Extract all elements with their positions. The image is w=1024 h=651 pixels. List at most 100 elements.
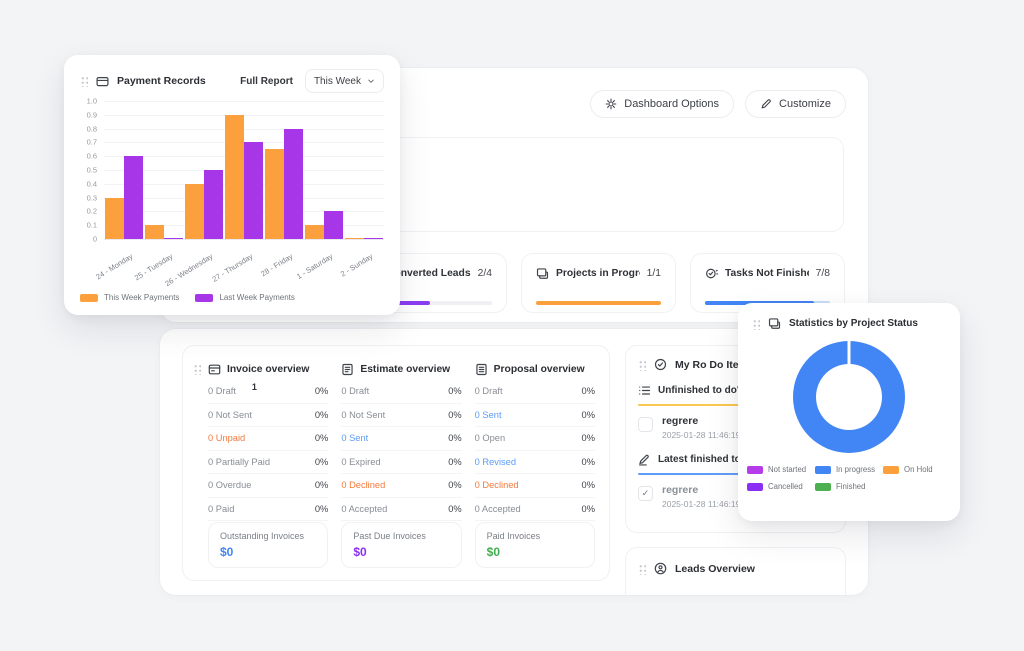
bar-last-week-payments: [364, 237, 383, 239]
overview-row[interactable]: 0 Draft 1 0%: [208, 380, 329, 404]
legend-item[interactable]: Not started: [747, 465, 815, 474]
overview-row-note: 1: [251, 382, 257, 393]
todo-item-date: 2025-01-28 11:46:19: [662, 430, 741, 440]
project-status-legend: Not started In progress On Hold Cancelle…: [747, 465, 951, 491]
gridline: [104, 128, 384, 130]
stat-card-projects-in-progress[interactable]: Projects in Progress 1/1: [521, 253, 676, 313]
overview-column: Invoice overview 0 Draft 1 0% 0 Not Sent …: [208, 358, 329, 521]
overview-row-label: 0 Draft: [341, 386, 370, 397]
overview-row[interactable]: 0 Paid 0%: [208, 498, 329, 521]
estimate-icon: [341, 363, 354, 376]
overview-row-value: 0%: [314, 503, 329, 514]
legend-item[interactable]: In progress: [815, 465, 883, 474]
overview-row[interactable]: 0 Draft 0%: [474, 380, 595, 404]
legend-item[interactable]: Cancelled: [747, 482, 815, 491]
overview-row[interactable]: 0 Overdue 0%: [208, 474, 329, 498]
payment-card-title: Payment Records: [117, 75, 206, 87]
summary-value: $0: [220, 545, 234, 559]
summary-label: Past Due Invoices: [353, 531, 426, 541]
overview-row[interactable]: 0 Draft 0%: [341, 380, 462, 404]
overview-row[interactable]: 0 Not Sent 0%: [208, 404, 329, 427]
bar-group: [144, 101, 184, 239]
overview-row-label: 0 Overdue: [208, 480, 252, 491]
overview-row[interactable]: 0 Revised 0%: [474, 451, 595, 474]
todo-item-text: regrere: [662, 484, 699, 496]
legend-item[interactable]: This Week Payments: [80, 293, 179, 302]
overview-column: Estimate overview 0 Draft 0% 0 Not Sent …: [341, 358, 462, 521]
y-axis-tick: 0.6: [86, 151, 97, 161]
gridline: [104, 101, 384, 102]
stat-card-label: Tasks Not Finished: [725, 268, 809, 279]
overview-row[interactable]: 0 Not Sent 0%: [341, 404, 462, 427]
y-axis-tick: 1.0: [86, 96, 97, 106]
overview-row-label: 0 Unpaid: [208, 433, 246, 444]
overview-row-label: 0 Not Sent: [208, 409, 252, 420]
overview-row-value: 0%: [448, 503, 462, 514]
legend-item[interactable]: On Hold: [883, 465, 951, 474]
date-range-select[interactable]: This Week: [304, 69, 384, 93]
bar-this-week-payments: [305, 225, 324, 239]
overview-row[interactable]: 0 Declined 0%: [341, 474, 462, 498]
y-axis-tick: 0.5: [86, 165, 97, 175]
list-icon: [638, 384, 651, 397]
overview-row[interactable]: 0 Expired 0%: [341, 451, 462, 474]
overview-row-value: 0%: [448, 456, 462, 467]
stat-progress-track: [536, 301, 661, 305]
overview-columns: Invoice overview 0 Draft 1 0% 0 Not Sent …: [208, 358, 595, 521]
overview-row-value: 0%: [581, 480, 595, 491]
drag-handle-icon[interactable]: [752, 317, 760, 330]
overview-row[interactable]: 0 Unpaid 0%: [208, 427, 329, 451]
overview-row[interactable]: 0 Partially Paid 0%: [208, 451, 329, 474]
bar-last-week-payments: [204, 170, 223, 239]
todo-checkbox[interactable]: ✓: [638, 486, 653, 501]
todo-card-header: My Ro Do Items: [638, 358, 833, 371]
overview-row-label: 0 Partially Paid: [208, 456, 271, 467]
overview-row[interactable]: 0 Open 0%: [474, 427, 595, 451]
legend-item[interactable]: Last Week Payments: [195, 293, 295, 302]
proposal-icon: [475, 363, 488, 376]
tasks-icon: [705, 267, 718, 280]
drag-handle-icon[interactable]: [193, 363, 201, 375]
drag-handle-icon[interactable]: [80, 75, 88, 87]
overview-row[interactable]: 0 Sent 0%: [474, 404, 595, 427]
gear-icon: [605, 98, 617, 110]
overview-row-label: 0 Sent: [341, 433, 369, 444]
overview-row-value: 0%: [448, 409, 462, 420]
gridline: [104, 114, 384, 116]
overview-row[interactable]: 0 Sent 0%: [341, 427, 462, 451]
overview-row-label: 0 Not Sent: [341, 409, 386, 420]
stat-card-value: 1/1: [646, 268, 661, 279]
header-buttons: Dashboard Options Customize: [590, 90, 846, 118]
todo-checkbox[interactable]: [638, 417, 653, 432]
overview-row-value: 0%: [314, 409, 329, 420]
legend-label: Not started: [768, 465, 807, 474]
legend-item[interactable]: Finished: [815, 482, 883, 491]
payment-records-card: Payment Records Full Report This Week 1.…: [64, 55, 400, 315]
bar-last-week-payments: [284, 128, 303, 239]
drag-handle-icon[interactable]: [638, 358, 646, 371]
full-report-link[interactable]: Full Report: [240, 75, 293, 87]
customize-button[interactable]: Customize: [745, 90, 846, 118]
legend-label: In progress: [836, 465, 876, 474]
overview-row[interactable]: 0 Declined 0%: [474, 474, 595, 498]
drag-handle-icon[interactable]: [638, 562, 646, 575]
bar-last-week-payments: [124, 156, 143, 239]
donut-segment-gap: [847, 341, 851, 365]
overview-row-value: 0%: [314, 386, 329, 397]
todo-card-title: My Ro Do Items: [675, 358, 754, 371]
overview-row-label: 0 Open: [474, 433, 506, 444]
legend-swatch: [195, 293, 214, 302]
summary-card: Past Due Invoices $0: [341, 522, 462, 568]
project-status-title: Statistics by Project Status: [789, 318, 918, 329]
overview-row-value: 0%: [448, 433, 462, 444]
overview-row-label: 0 Accepted: [474, 503, 521, 514]
y-axis-tick: 0.8: [86, 124, 97, 134]
dashboard-options-button[interactable]: Dashboard Options: [590, 90, 735, 118]
invoice-summary-row: Outstanding Invoices $0 Past Due Invoice…: [208, 522, 595, 568]
payments-chart-legend: This Week Payments Last Week Payments: [80, 293, 295, 302]
overview-row[interactable]: 0 Accepted 0%: [474, 498, 595, 521]
legend-label: Last Week Payments: [219, 293, 295, 302]
overview-row[interactable]: 0 Accepted 0%: [341, 498, 462, 521]
summary-card: Paid Invoices $0: [474, 522, 595, 568]
overview-row-value: 0%: [581, 503, 595, 514]
